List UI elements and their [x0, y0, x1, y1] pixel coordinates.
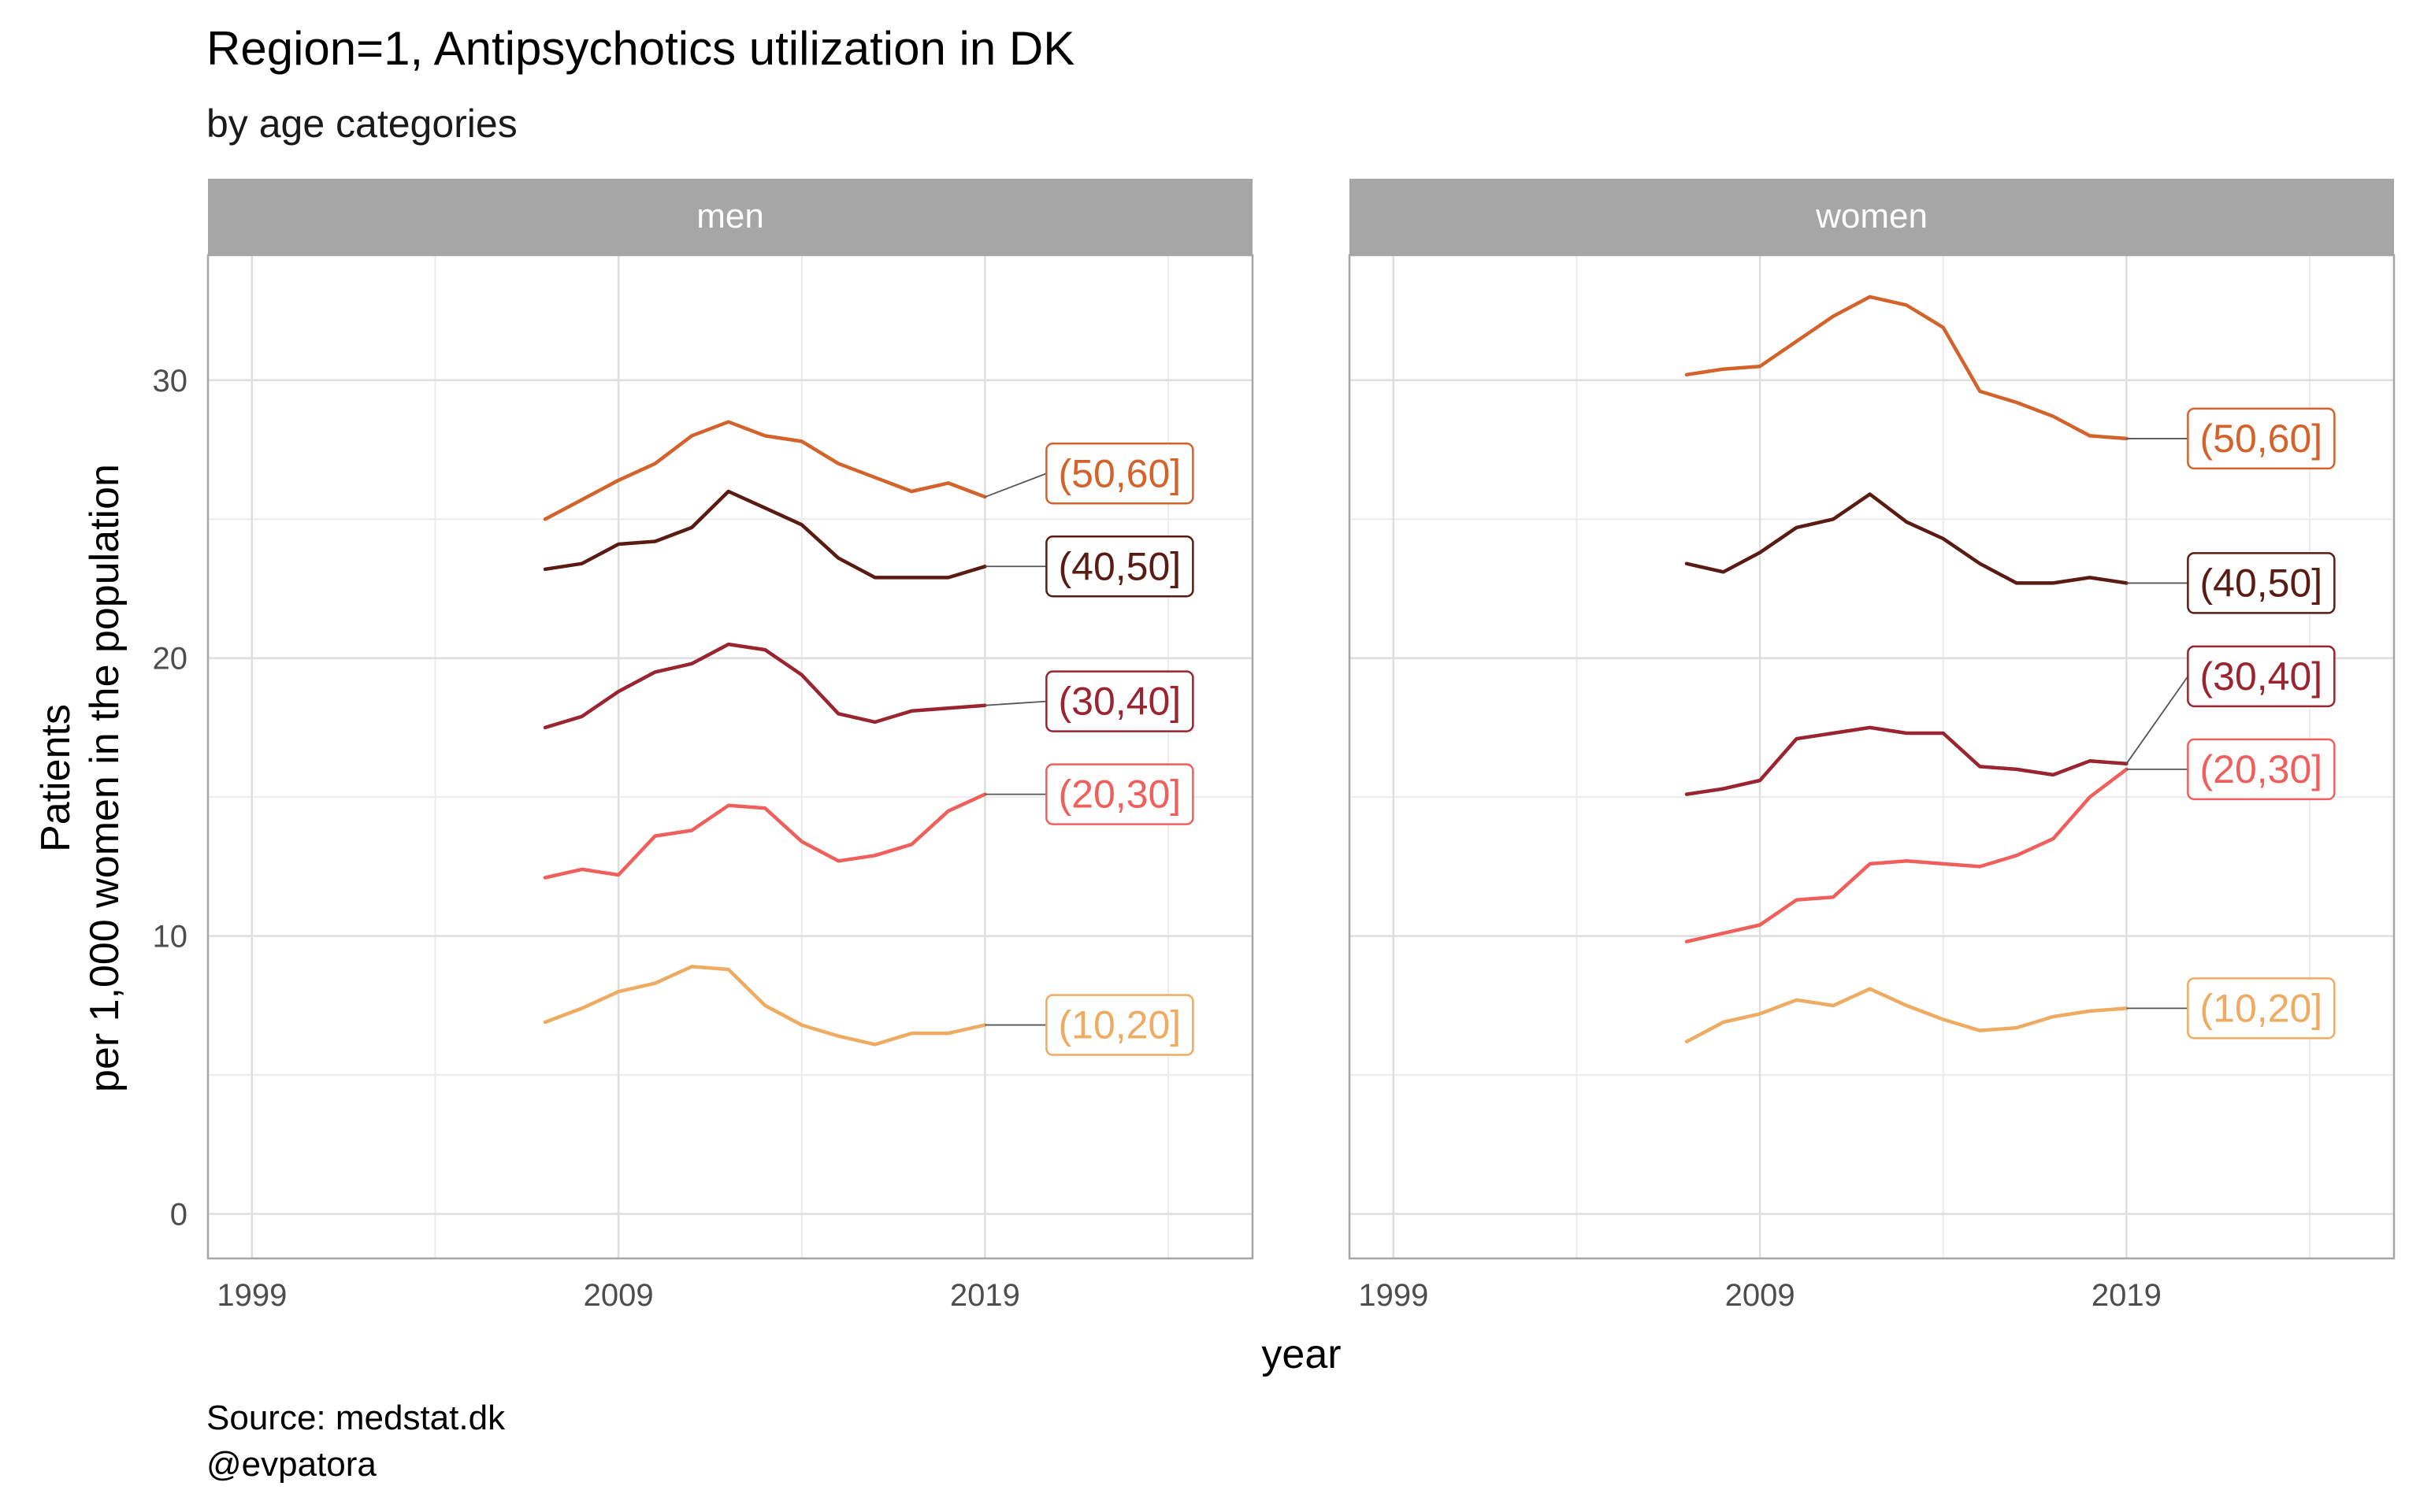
x-tick-label: 2009 — [584, 1278, 654, 1313]
label-box — [1045, 536, 1194, 598]
series-line-10-20 — [1684, 987, 2129, 1043]
caption-source: Source: medstat.dk — [206, 1399, 506, 1437]
x-tick-label: 2009 — [1725, 1278, 1795, 1313]
series-line-30-40 — [1684, 725, 2129, 796]
series-line-40-50 — [1684, 492, 2129, 585]
label-text: (30,40] — [2200, 654, 2323, 699]
label-text: (10,20] — [2200, 986, 2323, 1030]
chart-subtitle: by age categories — [206, 102, 518, 146]
label-box — [1045, 994, 1194, 1056]
facet-strip-label: women — [1815, 197, 1928, 235]
series-end-label: (10,20] — [2126, 977, 2336, 1040]
series-line-50-60 — [543, 420, 987, 521]
y-tick-label: 30 — [153, 364, 188, 398]
label-leader-line — [985, 472, 1047, 498]
x-axis-title: year — [1261, 1332, 1341, 1377]
x-tick-label: 1999 — [1358, 1278, 1428, 1313]
facet-strip — [1349, 179, 2394, 255]
x-tick-label: 1999 — [217, 1278, 287, 1313]
label-text: (30,40] — [1059, 680, 1182, 724]
y-axis-title-line-2: per 1,000 women in the population — [82, 464, 128, 1092]
series-end-label: (20,30] — [2126, 738, 2336, 801]
series-line-40-50 — [543, 489, 987, 580]
label-text: (20,30] — [2200, 747, 2323, 791]
label-text: (50,60] — [1059, 451, 1182, 495]
y-tick-label: 0 — [170, 1198, 187, 1232]
label-text: (40,50] — [1059, 544, 1182, 588]
panels-layer: men 1999 2009 2019 0 10 20 30 (10,20] (20,30] (30,… — [153, 179, 2396, 1313]
panel-women: women 1999 2009 2019 (10,20] (20,30] (30,40] (4… — [1348, 179, 2396, 1313]
facet-strip-label: men — [696, 197, 764, 235]
label-text: (50,60] — [2200, 417, 2323, 461]
series-end-label: (10,20] — [985, 994, 1194, 1056]
label-box — [2187, 645, 2336, 708]
series-end-label: (30,40] — [2125, 645, 2336, 765]
y-axis-title-line-1: Patients — [33, 704, 79, 852]
series-line-50-60 — [1684, 295, 2129, 441]
label-leader-line — [985, 700, 1047, 706]
label-box — [2187, 407, 2336, 470]
x-tick-label: 2019 — [950, 1278, 1020, 1313]
x-tick-label: 2019 — [2092, 1278, 2162, 1313]
facet-strip — [208, 179, 1253, 255]
chart-title: Region=1, Antipsychotics utilization in … — [206, 22, 1075, 75]
label-box — [2187, 738, 2336, 801]
series-line-20-30 — [1684, 767, 2129, 943]
label-text: (40,50] — [2200, 561, 2323, 605]
series-end-label: (40,50] — [2126, 552, 2336, 614]
series-end-label: (50,60] — [985, 443, 1194, 505]
label-box — [2187, 552, 2336, 614]
label-box — [1045, 443, 1194, 505]
series-end-label: (20,30] — [985, 763, 1194, 825]
series-end-label: (50,60] — [2126, 407, 2336, 470]
series-line-10-20 — [543, 965, 987, 1047]
series-line-30-40 — [543, 642, 987, 730]
label-box — [1045, 670, 1194, 732]
panel-border — [1348, 254, 2396, 1260]
panel-men: men 1999 2009 2019 0 10 20 30 (10,20] (20,30] (30,… — [153, 179, 1254, 1313]
label-leader-line — [2125, 676, 2189, 765]
caption-handle: @evpatora — [206, 1445, 377, 1484]
panel-border — [206, 254, 1254, 1260]
series-end-label: (30,40] — [985, 670, 1194, 732]
label-text: (20,30] — [1059, 773, 1182, 817]
series-end-label: (40,50] — [985, 536, 1194, 598]
label-box — [2187, 977, 2336, 1040]
series-line-20-30 — [543, 792, 987, 880]
label-text: (10,20] — [1059, 1003, 1182, 1047]
y-tick-label: 20 — [153, 642, 188, 676]
y-tick-label: 10 — [153, 920, 188, 954]
label-box — [1045, 763, 1194, 825]
